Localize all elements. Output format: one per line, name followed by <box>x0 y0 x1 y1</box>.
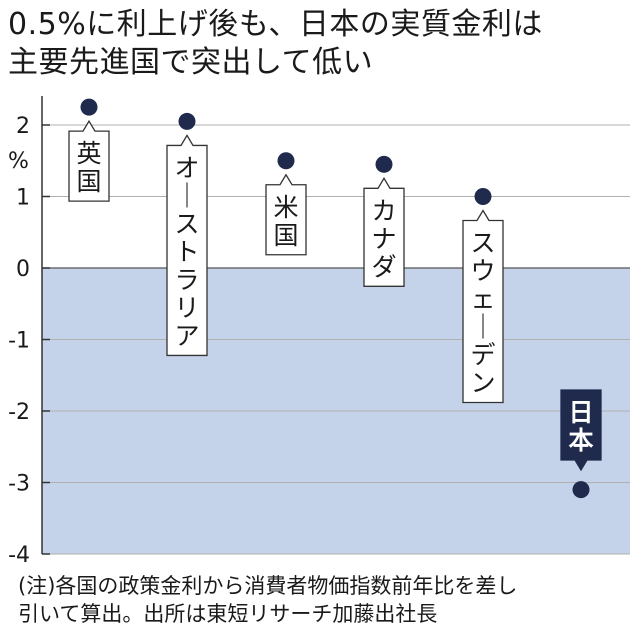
category-label-text: 英国 <box>76 139 101 196</box>
title-line-2: 主要先進国で突出して低い <box>8 45 374 80</box>
category-label-text: オ｜ストラリア <box>174 153 199 350</box>
y-tick-label: 1 <box>16 186 30 211</box>
label-box <box>560 389 602 472</box>
category-label-text: 日本 <box>568 398 593 455</box>
category-label-3: 米国 <box>265 173 307 256</box>
label-box <box>166 134 208 357</box>
label-box <box>265 173 307 256</box>
data-point-1 <box>80 98 98 116</box>
data-point-3 <box>277 152 295 170</box>
category-label-1: 英国 <box>68 119 110 202</box>
data-point-4 <box>375 155 393 173</box>
y-axis-unit-label: % <box>8 149 29 174</box>
y-tick-label: -3 <box>8 472 30 497</box>
chart-title: 0.5%に利上げ後も、日本の実質金利は 主要先進国で突出して低い <box>8 6 632 82</box>
category-label-4: カナダ <box>363 177 405 287</box>
label-box <box>68 119 110 202</box>
category-label-2: オ｜ストラリア <box>166 134 208 357</box>
category-label-text: カナダ <box>371 196 396 281</box>
y-tick-label: 2 <box>16 114 30 139</box>
data-point-5 <box>474 188 492 205</box>
category-label-text: 米国 <box>273 193 298 250</box>
label-box <box>363 177 405 287</box>
y-tick-label: 0 <box>16 257 30 282</box>
footnote-line-2: 引いて算出。出所は東短リサーチ加藤出社長 <box>18 602 438 626</box>
data-point-2 <box>178 112 196 130</box>
footnote: (注)各国の政策金利から消費者物価指数前年比を差し 引いて算出。出所は東短リサー… <box>18 572 630 628</box>
label-box <box>462 209 504 404</box>
y-tick-label: -2 <box>8 400 30 425</box>
category-label-text: スウェ｜デン <box>470 229 495 398</box>
footnote-line-1: (注)各国の政策金利から消費者物価指数前年比を差し <box>18 574 518 598</box>
y-tick-label: -4 <box>8 543 30 568</box>
category-label-6: 日本 <box>560 389 602 472</box>
title-line-1: 0.5%に利上げ後も、日本の実質金利は <box>8 7 543 42</box>
data-point-6 <box>572 481 590 499</box>
category-label-5: スウェ｜デン <box>462 209 504 404</box>
y-tick-label: -1 <box>8 329 30 354</box>
